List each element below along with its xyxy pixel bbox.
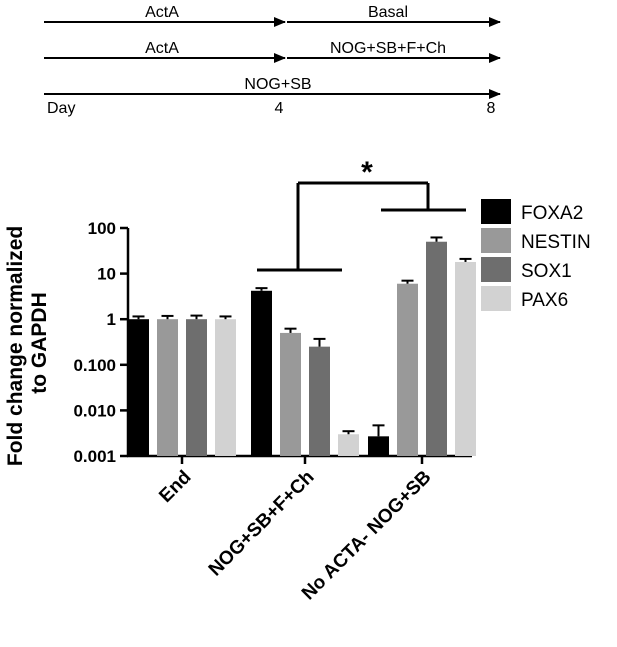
timeline-day-tick-8: 8 xyxy=(487,100,496,117)
bars xyxy=(128,236,476,456)
bar-sox1 xyxy=(309,346,330,456)
y-axis-label-line2: to GAPDH xyxy=(28,292,51,394)
legend-swatch-pax6 xyxy=(481,286,511,311)
bar-foxa2 xyxy=(368,436,389,456)
significance-bracket xyxy=(257,181,466,272)
legend-label-sox1: SOX1 xyxy=(521,261,572,282)
y-tick-label: 10 xyxy=(97,265,116,284)
bar-nestin xyxy=(280,332,301,456)
timeline-day-tick-4: 4 xyxy=(275,100,284,117)
legend-swatch-sox1 xyxy=(481,257,511,282)
bar-pax6 xyxy=(455,261,476,456)
x-category-label: No ACTA- NOG+SB xyxy=(298,467,436,605)
y-tick-label: 100 xyxy=(88,219,116,238)
x-category-label: End xyxy=(155,467,195,507)
legend-label-nestin: NESTIN xyxy=(521,232,591,253)
y-tick-label: 0.100 xyxy=(73,356,116,375)
y-axis-label: Fold change normalized to GAPDH xyxy=(4,220,51,466)
timeline-row1-right-label: Basal xyxy=(368,4,408,21)
bar-nestin xyxy=(157,319,178,456)
significance-star: * xyxy=(361,156,373,189)
y-axis-label-line1: Fold change normalized xyxy=(4,226,27,466)
y-ticks: 0.001 0.010 0.100 1 10 100 xyxy=(73,219,128,466)
bar-nestin xyxy=(397,283,418,456)
y-tick-label: 0.001 xyxy=(73,447,116,466)
x-category-label: NOG+SB+F+Ch xyxy=(205,467,319,581)
timeline-day-label: Day xyxy=(47,100,75,117)
bar-foxa2 xyxy=(251,290,272,456)
y-tick-label: 0.010 xyxy=(73,401,116,420)
legend-label-pax6: PAX6 xyxy=(521,290,568,311)
timeline-row3-label: NOG+SB xyxy=(244,76,311,93)
bar-pax6 xyxy=(215,319,236,456)
bar-sox1 xyxy=(186,319,207,456)
legend-swatch-foxa2 xyxy=(481,199,511,224)
bar-foxa2 xyxy=(128,319,149,456)
bar-sox1 xyxy=(426,241,447,456)
legend-swatch-nestin xyxy=(481,228,511,253)
legend: FOXA2 NESTIN SOX1 PAX6 xyxy=(481,199,591,311)
timeline-row2-right-label: NOG+SB+F+Ch xyxy=(330,40,446,57)
y-tick-label: 1 xyxy=(107,310,116,329)
timeline-row1-left-label: ActA xyxy=(145,4,179,21)
bar-pax6 xyxy=(338,434,359,456)
timeline: ActA Basal ActA NOG+SB+F+Ch NOG+SB Day 4… xyxy=(44,4,501,117)
timeline-row2-left-label: ActA xyxy=(145,40,179,57)
legend-label-foxa2: FOXA2 xyxy=(521,203,583,224)
